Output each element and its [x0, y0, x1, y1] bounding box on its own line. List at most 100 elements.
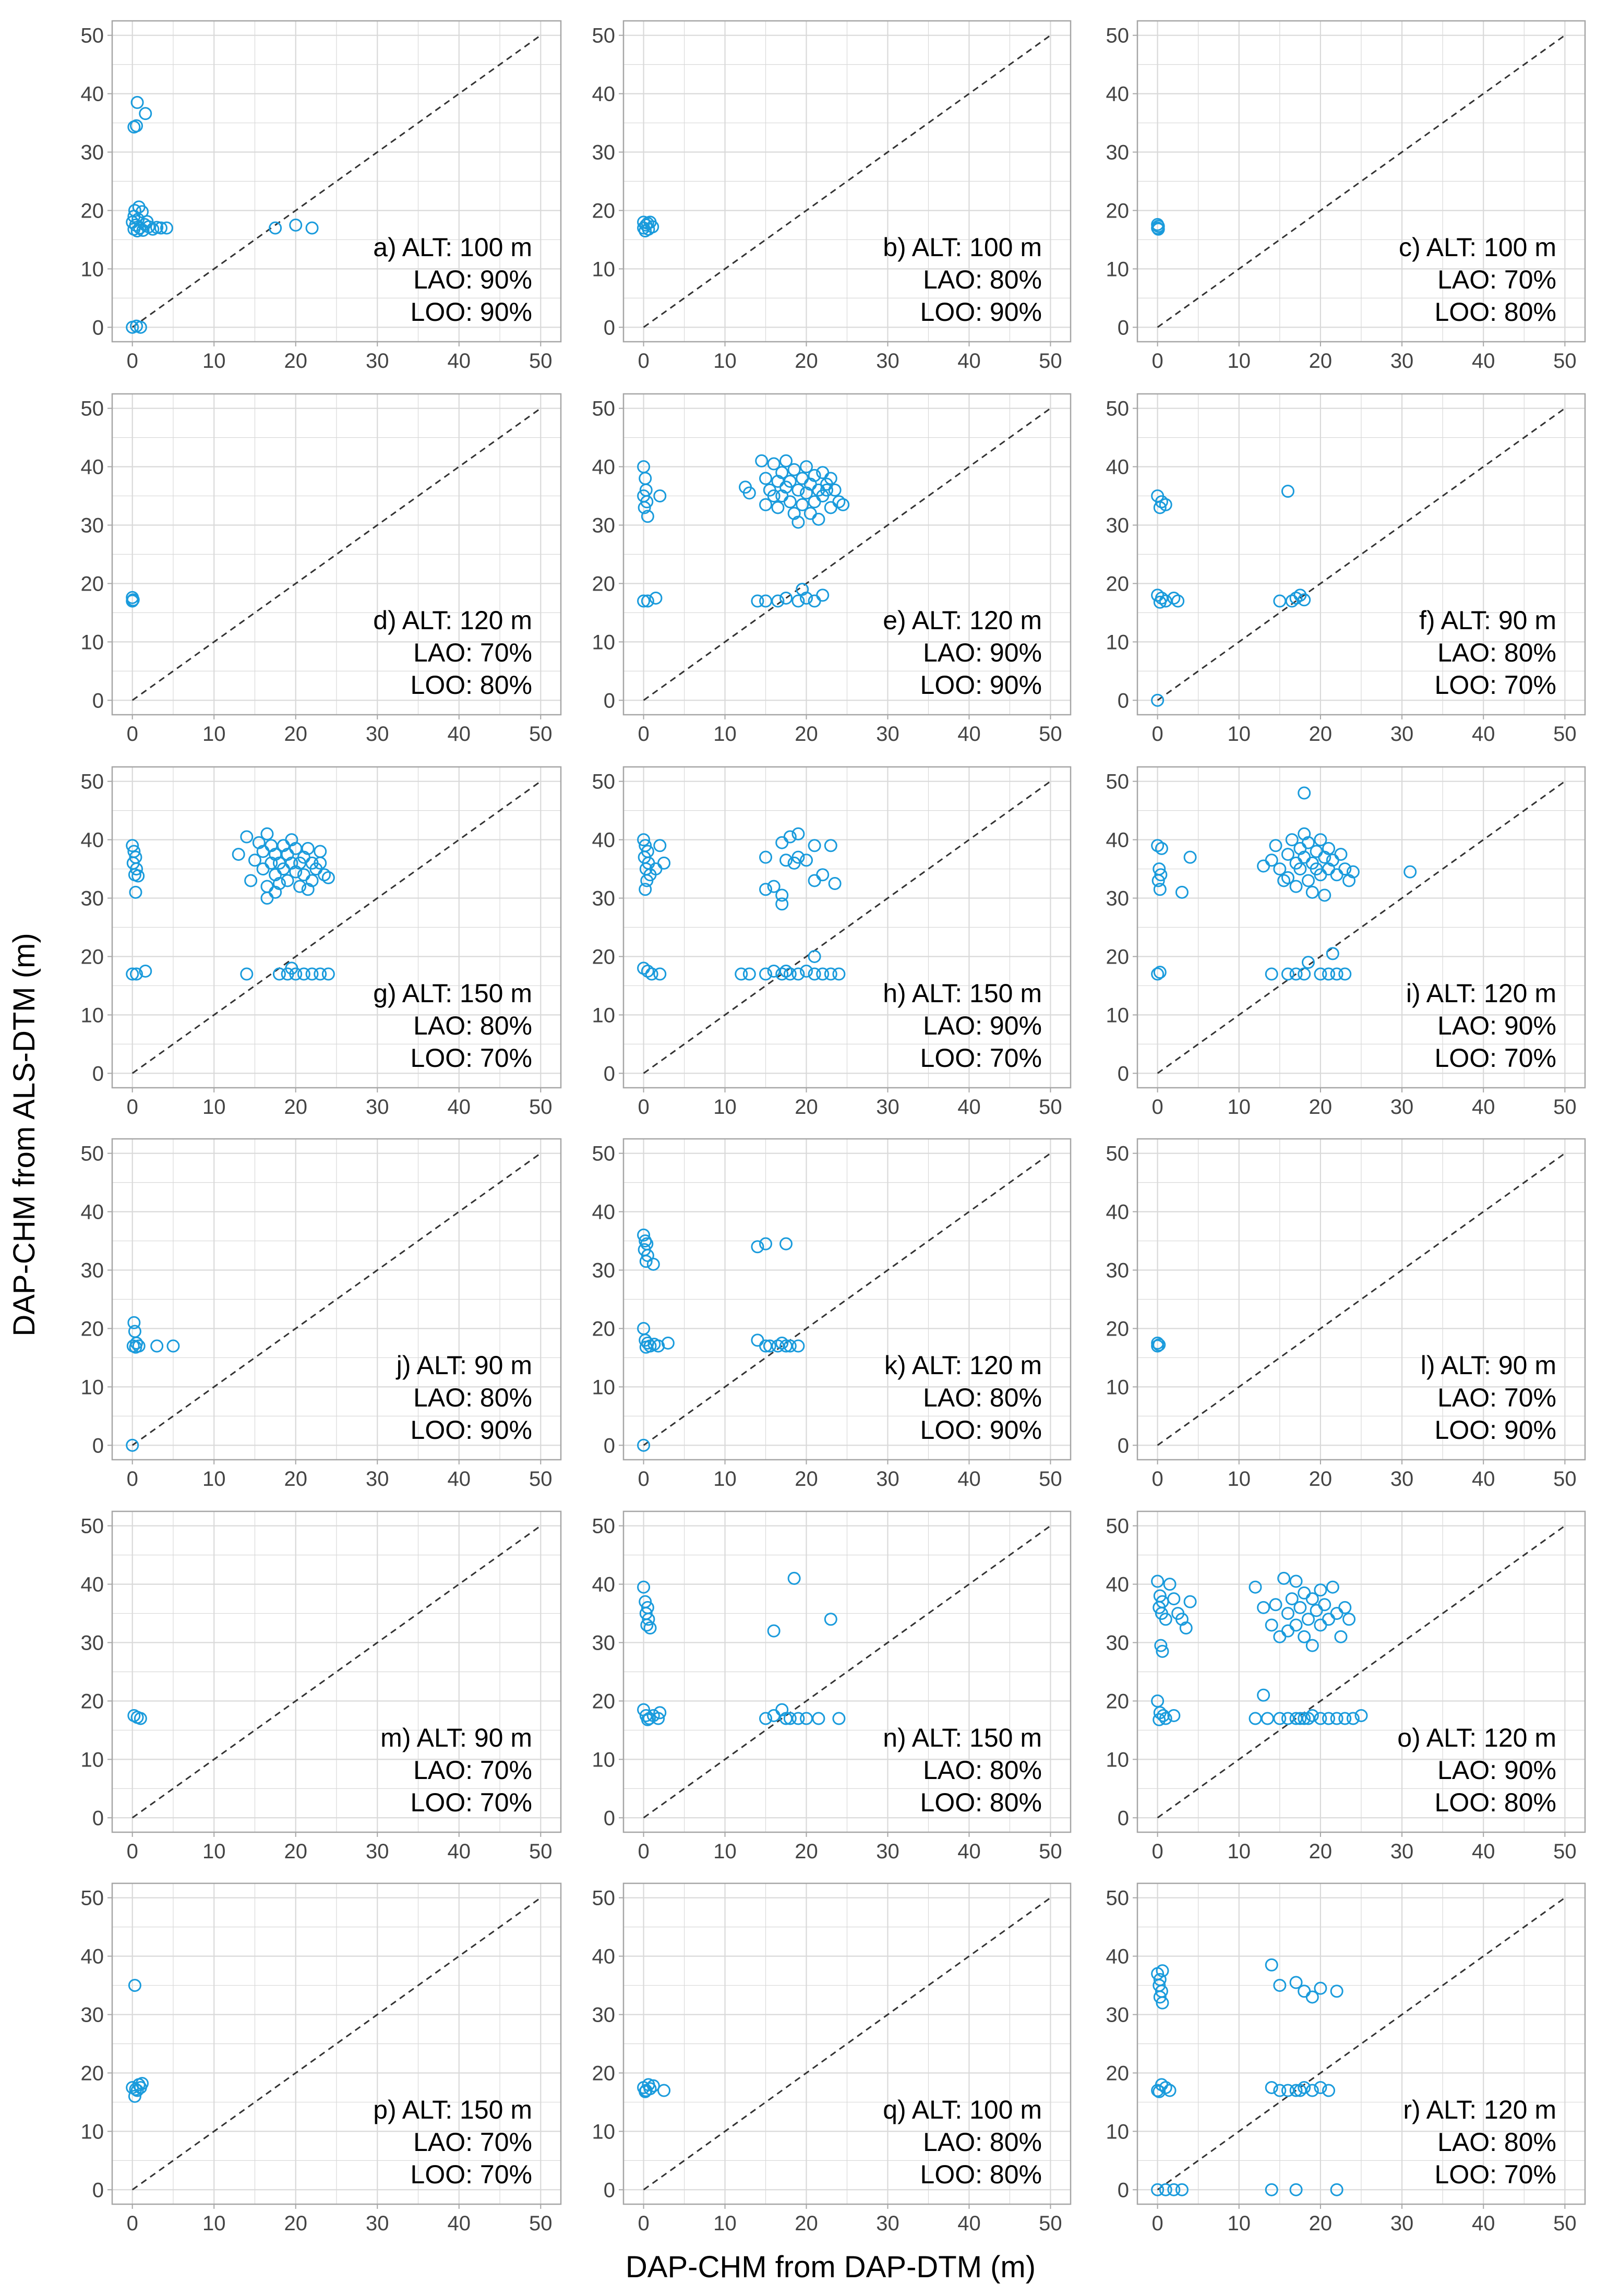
panel-b-frame	[622, 20, 1072, 343]
panel-r-y-tick-label: 50	[1106, 1887, 1130, 1910]
x-axis-title: DAP-CHM from DAP-DTM (m)	[626, 2250, 1036, 2284]
data-point	[131, 869, 145, 883]
panel-p-y-tick-label: 20	[81, 2062, 104, 2085]
panel-d-x-tick-label: 30	[366, 723, 389, 746]
panel-g-x-tick-label: 50	[529, 1096, 553, 1119]
data-point	[1277, 1571, 1291, 1585]
panel-r-grid	[1137, 1883, 1585, 2204]
data-point	[759, 1237, 773, 1251]
data-point	[1330, 2183, 1343, 2196]
panel-l-y-tick-label: 0	[1118, 1434, 1129, 1457]
data-point	[1305, 1990, 1319, 2004]
panel-k-x-tick-label: 20	[795, 1468, 818, 1490]
data-point	[1159, 1613, 1172, 1626]
data-point	[775, 888, 789, 902]
data-point	[637, 1580, 651, 1594]
data-point	[791, 594, 805, 608]
data-point	[639, 2085, 652, 2098]
panel-f-label-line: LAO: 80%	[1437, 638, 1556, 667]
panel-m: 00 10 10 20 20 30 30 40 40 50 50 m) ALT: 90 m LAO: 7…	[81, 1510, 562, 1863]
panel-c-y-tick-label: 40	[1106, 83, 1130, 106]
panel-a-x-tick-label: 30	[366, 350, 389, 372]
data-point	[791, 1712, 805, 1725]
panel-n: 00 10 10 20 20 30 30 40 40 50 50 n) ALT: 150 m LAO: …	[592, 1510, 1072, 1863]
data-point	[1338, 1712, 1352, 1725]
panel-i-x-tick-label: 0	[1151, 1096, 1163, 1119]
panel-o-grid	[1137, 1511, 1585, 1832]
panel-g-x-tick-label: 40	[448, 1096, 471, 1119]
data-point	[1334, 1630, 1348, 1643]
data-point	[1159, 1712, 1172, 1725]
data-point	[836, 498, 850, 511]
data-point	[129, 885, 142, 899]
panel-b-y-tick-label: 20	[592, 199, 616, 222]
panel-f-points	[1151, 485, 1311, 707]
panel-r-frame	[1136, 1882, 1586, 2205]
panel-j-x-tick-label: 10	[202, 1468, 226, 1490]
panel-g-label-line: g) ALT: 150 m	[373, 979, 532, 1008]
panel-l-y-tick-label: 10	[1106, 1376, 1130, 1399]
panel-m-grid	[112, 1511, 561, 1832]
panel-m-frame	[111, 1510, 562, 1833]
data-point	[832, 495, 846, 509]
data-point	[791, 827, 805, 840]
data-point	[1330, 1985, 1343, 1998]
panel-r-x-tick-label: 30	[1390, 2212, 1414, 2235]
panel-e-x-tick-label: 20	[795, 723, 818, 746]
panel-l-y-tick-label: 50	[1106, 1143, 1130, 1165]
panel-e-points	[637, 454, 850, 608]
panel-d-y-tick-label: 0	[92, 689, 104, 712]
panel-b-label-line: LAO: 80%	[923, 265, 1042, 294]
panel-c-x-tick-label: 30	[1390, 350, 1414, 372]
panel-d-y-tick-label: 50	[81, 398, 104, 420]
panel-r: 00 10 10 20 20 30 30 40 40 50 50 r) ALT: 120 m LAO: …	[1106, 1882, 1586, 2235]
panel-m-x-tick-label: 40	[448, 1840, 471, 1863]
panel-n-grid	[623, 1511, 1071, 1832]
panel-b: 0 0 10 10 20 20 30 30 40 40 50 50 b) ALT: 100 m LAO: …	[592, 20, 1072, 372]
data-point	[289, 218, 303, 232]
panel-f-y-tick-label: 0	[1118, 689, 1129, 712]
panel-d-label-line: d) ALT: 120 m	[373, 606, 532, 635]
panel-a-x-tick-label: 20	[284, 350, 307, 372]
panel-p-y-tick-label: 40	[81, 1945, 104, 1968]
panel-n-x-tick-label: 20	[795, 1840, 818, 1863]
data-point	[637, 1438, 651, 1452]
panel-o-label-line: LOO: 80%	[1435, 1788, 1556, 1817]
data-point	[1277, 874, 1291, 887]
data-point	[1151, 1336, 1165, 1350]
data-point	[767, 457, 781, 471]
data-point	[1305, 1592, 1319, 1606]
panel-o-diagonal-line	[1157, 1525, 1566, 1819]
panel-k-y-tick-label: 10	[592, 1376, 616, 1399]
panel-f-label-line: LOO: 70%	[1435, 670, 1556, 700]
data-point	[641, 1713, 654, 1726]
panel-f-y-tick-label: 20	[1106, 572, 1130, 595]
data-point	[1157, 1709, 1170, 1722]
data-point	[775, 897, 789, 911]
panel-p-x-tick-label: 30	[366, 2212, 389, 2235]
panel-l-x-tick-label: 20	[1309, 1468, 1333, 1490]
data-point	[639, 883, 652, 896]
data-point	[154, 221, 167, 235]
panel-j-grid	[112, 1139, 561, 1460]
panel-k: 0 0 10 10 20 20 30 30 40 40 50 50 k) ALT: 120 m LAO: …	[592, 1138, 1072, 1490]
data-point	[653, 1706, 667, 1720]
panel-n-y-tick-label: 0	[604, 1807, 615, 1830]
panel-c-points	[1151, 218, 1165, 236]
panel-f-frame	[1136, 393, 1586, 716]
data-point	[1153, 501, 1167, 514]
data-point	[775, 466, 789, 479]
panel-b-x-tick-label: 10	[713, 350, 737, 372]
panel-q-x-tick-label: 0	[638, 2212, 649, 2235]
panel-k-frame	[622, 1138, 1072, 1461]
panel-e-y-tick-label: 10	[592, 631, 616, 654]
panel-h-x-tick-label: 50	[1039, 1096, 1062, 1119]
panel-h-x-tick-label: 20	[795, 1096, 818, 1119]
panel-m-x-tick-label: 20	[284, 1840, 307, 1863]
data-point	[657, 856, 671, 870]
panel-n-label-line: LAO: 80%	[923, 1756, 1042, 1785]
panel-j: 0 0 10 10 20 20 30 30 40 40 50 50 j) ALT: 90 m LAO: 8…	[81, 1138, 562, 1490]
data-point	[1305, 1639, 1319, 1652]
panel-e-x-tick-label: 30	[876, 723, 899, 746]
panel-e-label-line: LAO: 90%	[923, 638, 1042, 667]
